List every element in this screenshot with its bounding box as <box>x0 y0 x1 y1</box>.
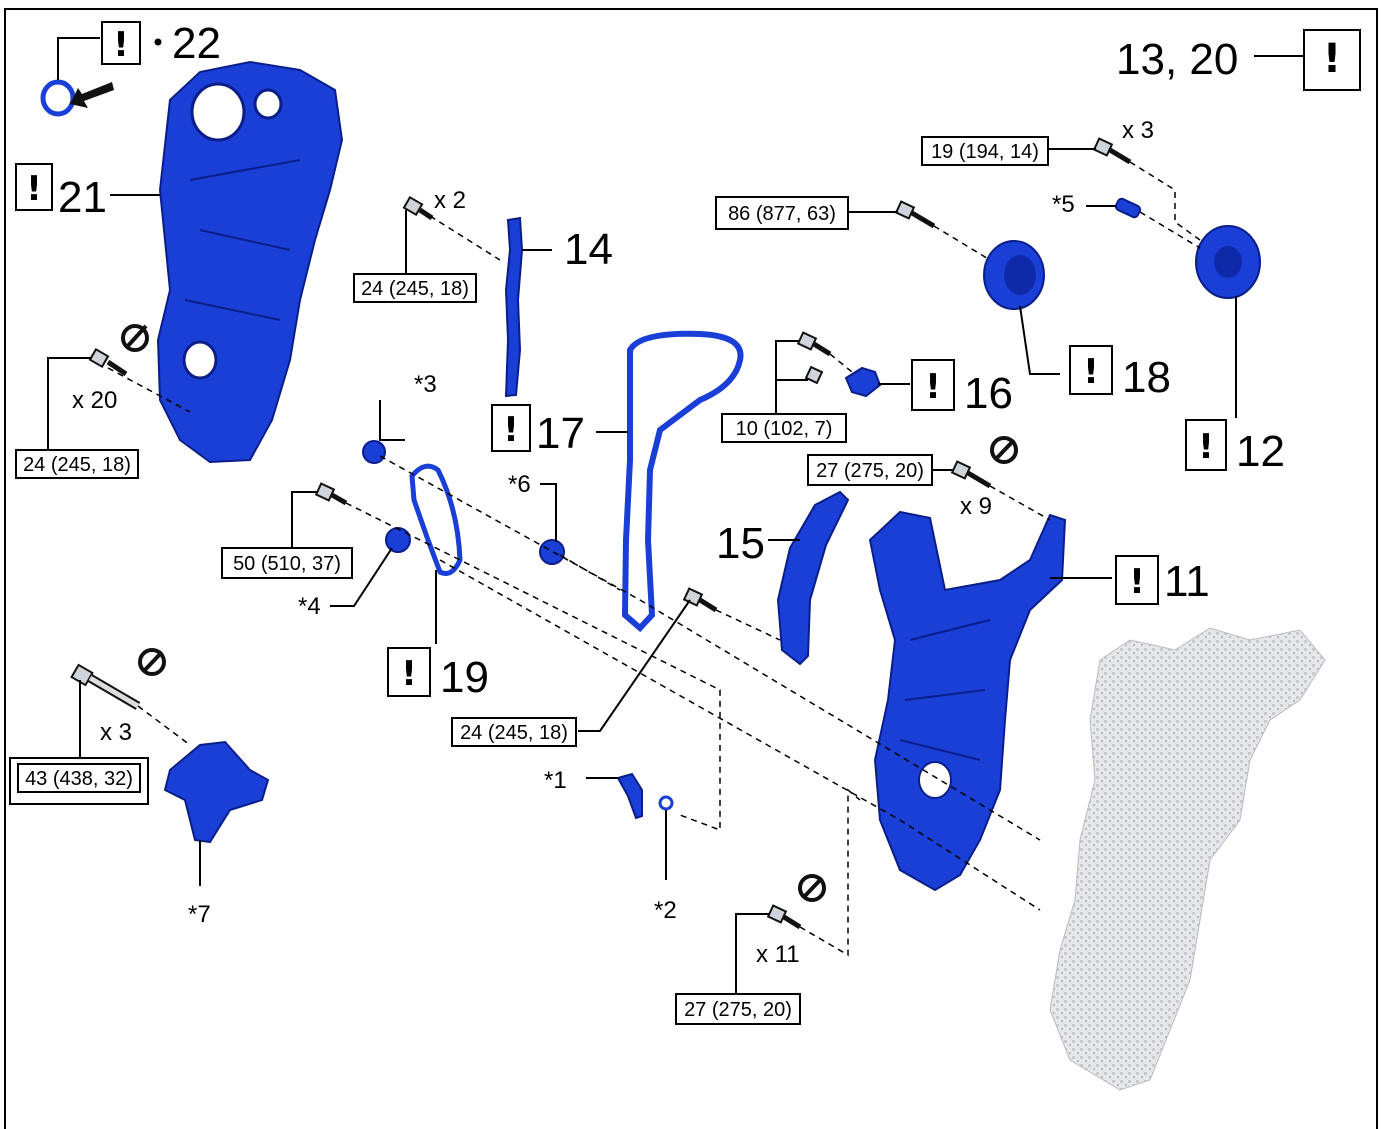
camshaft-gear-18 <box>983 240 1045 310</box>
caution-mark: ! <box>1198 427 1214 467</box>
chain-slipper <box>776 490 850 666</box>
torque-50: 50 (510, 37) <box>233 553 341 575</box>
caution-mark: ! <box>503 410 519 450</box>
caution-box <box>15 21 1361 697</box>
caution-mark: ! <box>113 25 129 65</box>
callout-12: 12 <box>1236 427 1285 476</box>
torque-19: 19 (194, 14) <box>931 141 1039 163</box>
part-1 <box>616 772 643 820</box>
torque-10: 10 (102, 7) <box>736 418 833 440</box>
alignment-lines <box>107 161 1201 957</box>
torque-27b: 27 (275, 20) <box>684 999 792 1021</box>
callout-15: 15 <box>716 519 765 568</box>
callout-17: 17 <box>536 409 585 458</box>
callout-19: 19 <box>440 653 489 702</box>
timing-chain <box>621 330 744 633</box>
qty-x3-top: x 3 <box>1122 117 1154 144</box>
engine-front-cover <box>868 510 1067 892</box>
timing-chain-cover <box>156 60 344 464</box>
callout-11: 11 <box>1164 557 1210 606</box>
sprocket-6 <box>539 539 565 565</box>
bolt-icon <box>70 137 1132 930</box>
sprocket-3 <box>362 440 386 464</box>
callout-21: 21 <box>58 173 107 222</box>
note-7: *7 <box>188 901 211 928</box>
bracket-7 <box>163 740 270 844</box>
torque-left: 24 (245, 18) <box>23 454 131 476</box>
engine-block <box>1049 627 1326 1091</box>
chain-guide <box>504 216 524 398</box>
note-2: *2 <box>654 897 677 924</box>
bullet-dot <box>154 38 162 46</box>
qty-x11: x 11 <box>756 941 800 968</box>
callout-14: 14 <box>564 225 613 274</box>
note-5: *5 <box>1052 191 1075 218</box>
caution-mark: ! <box>1129 562 1145 602</box>
torque-43: 43 (438, 32) <box>25 768 133 790</box>
torque-24mid: 24 (245, 18) <box>460 722 568 744</box>
qty-x9: x 9 <box>960 493 992 520</box>
qty-x3-left: x 3 <box>100 719 132 746</box>
note-1: *1 <box>544 767 567 794</box>
torque-x2: 24 (245, 18) <box>361 278 469 300</box>
sprocket-4 <box>385 527 411 553</box>
note-4: *4 <box>298 593 321 620</box>
part-2 <box>658 795 674 811</box>
note-3: *3 <box>414 371 437 398</box>
plug-5 <box>1114 197 1142 219</box>
o-ring <box>40 79 114 117</box>
caution-mark: ! <box>401 654 417 694</box>
callout-18: 18 <box>1122 353 1171 402</box>
note-6: *6 <box>508 471 531 498</box>
qty-x20: x 20 <box>72 387 117 414</box>
caution-mark: ! <box>26 169 42 209</box>
no-reuse-icon <box>121 324 1018 902</box>
qty-x2: x 2 <box>434 187 466 214</box>
torque-86: 86 (877, 63) <box>728 203 836 225</box>
leader-lines <box>47 37 1304 994</box>
camshaft-gear-12 <box>1195 225 1261 299</box>
callout-16: 16 <box>964 369 1013 418</box>
oil-pump-chain <box>409 463 463 576</box>
callout-13-20: 13, 20 <box>1116 35 1238 84</box>
caution-mark: ! <box>1083 352 1099 392</box>
torque-27a: 27 (275, 20) <box>816 460 924 482</box>
caution-mark: ! <box>1323 36 1341 82</box>
callout-22: 22 <box>172 19 221 68</box>
caution-mark: ! <box>925 367 941 407</box>
